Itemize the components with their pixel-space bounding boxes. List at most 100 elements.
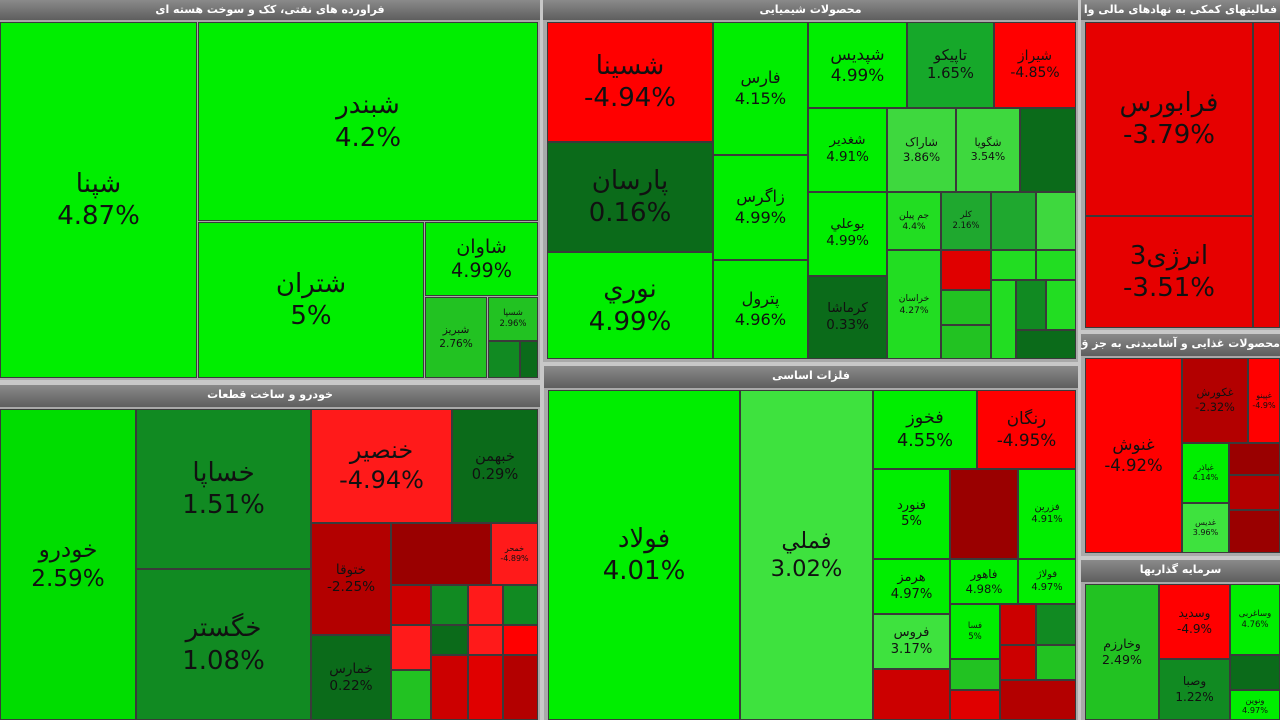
tile: فاهور 4.98% [950,559,1018,604]
tile-symbol: شاوان [456,235,507,258]
tile: خنصیر -4.94% [311,409,452,523]
tile-change: 4.98% [965,581,1003,596]
tile-change: 1.65% [927,65,974,82]
small-tile [431,585,468,625]
small-tile [1000,645,1036,680]
tile-symbol: تاپیکو [934,46,967,64]
tile-symbol: غکورش [1196,386,1234,400]
tile: خساپا 1.51% [136,409,311,569]
tile: شبریز 2.76% [425,297,487,378]
tile-change: 3.54% [970,150,1006,163]
tile-change: 0.29% [471,466,519,483]
tile-change: 1.51% [182,490,265,520]
tile-symbol: وخارزم [1103,636,1141,652]
tile: خودرو 2.59% [0,409,136,720]
tile-change: 5% [901,514,922,529]
small-tile [1016,330,1076,359]
tile-symbol: فولاژ [1036,569,1058,581]
tile-change: -4.94% [584,83,676,113]
tile: شیراز -4.85% [994,22,1076,108]
small-tile [950,469,1018,559]
tile-change: 4.97% [890,586,933,602]
tile: زاگرس 4.99% [713,155,808,260]
tile: پارسان 0.16% [547,142,713,252]
tile-symbol: خمارس [329,660,373,677]
tile-symbol: غدیس [1195,518,1216,527]
tile-symbol: فملي [781,527,832,554]
small-tile [1229,475,1280,510]
tile: غپاذر 4.14% [1182,443,1229,503]
tile-symbol: پارسان [591,165,669,196]
tile-symbol: شتران [275,268,347,299]
tile: شتران 5% [198,222,424,378]
tile: خراسان 4.27% [887,250,941,359]
small-tile [1036,645,1076,680]
tile-change: 0.16% [588,198,672,228]
tile: انرژی3 -3.51% [1085,216,1253,328]
tile: فارس 4.15% [713,22,808,155]
small-tile [1036,192,1076,250]
tile-change: -2.32% [1195,400,1235,414]
tile: شگویا 3.54% [956,108,1020,192]
small-tile [950,690,1000,720]
tile-change: 4.99% [588,306,672,337]
tile: فملي 3.02% [740,390,873,720]
tile-symbol: شغدیر [829,133,866,149]
tile: نوري 4.99% [547,252,713,359]
tile-change: 0.22% [329,677,373,694]
tile-change: -4.94% [339,466,424,494]
tile-change: 4.55% [896,430,954,451]
tile-change: 4.2% [334,122,402,153]
tile: خبهمن 0.29% [452,409,538,523]
tile-change: 4.97% [1242,705,1268,715]
small-tile [941,325,991,359]
tile: غپینو -4.9% [1248,358,1280,443]
small-tile [431,655,468,720]
tile-symbol: فسا [967,620,983,631]
tile-change: 4.4% [902,221,926,232]
tile-change: 4.99% [826,234,869,249]
tile-symbol: هرمز [897,570,926,586]
tile-symbol: زاگرس [736,187,785,207]
tile-symbol: شگویا [974,136,1002,150]
small-tile [991,280,1016,359]
tile-change: 4.01% [602,556,686,586]
tile: رنگان -4.95% [977,390,1076,469]
small-tile [391,585,431,625]
tile: خمارس 0.22% [311,635,391,720]
tile: خگستر 1.08% [136,569,311,720]
section-header: فراورده های نفتی، کک و سوخت هسته ای [0,0,540,20]
small-tile [950,659,1000,690]
small-tile [1230,655,1280,690]
tile-change: 4.91% [826,150,869,165]
tile: شپنا 4.87% [0,22,197,378]
tile-change: 0.33% [826,317,869,333]
tile: شاراک 3.86% [887,108,956,192]
tile: شاوان 4.99% [425,222,538,296]
small-tile [1000,680,1076,720]
tile-symbol: وصبا [1182,674,1207,689]
tile-change: 4.76% [1241,619,1269,630]
tile-change: 4.96% [734,309,787,329]
small-tile [391,670,431,720]
tile: هرمز 4.97% [873,559,950,614]
small-tile [1036,250,1076,280]
tile-change: -3.79% [1123,120,1215,150]
small-tile [941,290,991,325]
tile-symbol: خساپا [192,457,255,488]
tile-change: 2.76% [439,337,473,350]
tile: وساغربی 4.76% [1230,584,1280,655]
tile-symbol: ختوقا [335,562,367,579]
small-tile [1229,443,1280,475]
small-tile [1000,604,1036,645]
tile: غنوش -4.92% [1085,358,1182,553]
tile-symbol: غپینو [1256,390,1272,400]
tile: فولاژ 4.97% [1018,559,1076,604]
small-tile [1016,280,1046,330]
tile-symbol: رنگان [1006,408,1047,429]
tile-change: 4.27% [899,304,929,316]
tile-symbol: فخوز [906,408,944,429]
tile: فولاد 4.01% [548,390,740,720]
tile-change: 2.59% [31,565,105,592]
section-header: فعالیتهای کمکی به نهادهای مالی وا [1081,0,1280,20]
